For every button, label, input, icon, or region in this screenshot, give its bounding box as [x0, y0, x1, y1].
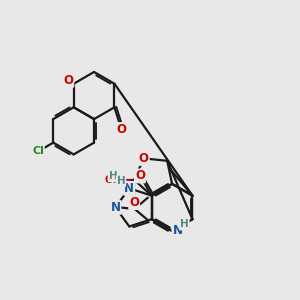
Text: N: N: [124, 182, 134, 195]
Text: O: O: [63, 74, 74, 87]
Text: H: H: [109, 171, 117, 181]
Text: H: H: [180, 220, 189, 230]
Text: O: O: [129, 196, 139, 209]
Text: N: N: [110, 201, 120, 214]
Text: OH: OH: [105, 175, 122, 185]
Text: O: O: [116, 123, 126, 136]
Text: N: N: [172, 224, 182, 238]
Text: H: H: [117, 176, 125, 186]
Text: Cl: Cl: [32, 146, 44, 157]
Text: O: O: [139, 152, 149, 165]
Text: O: O: [135, 169, 145, 182]
